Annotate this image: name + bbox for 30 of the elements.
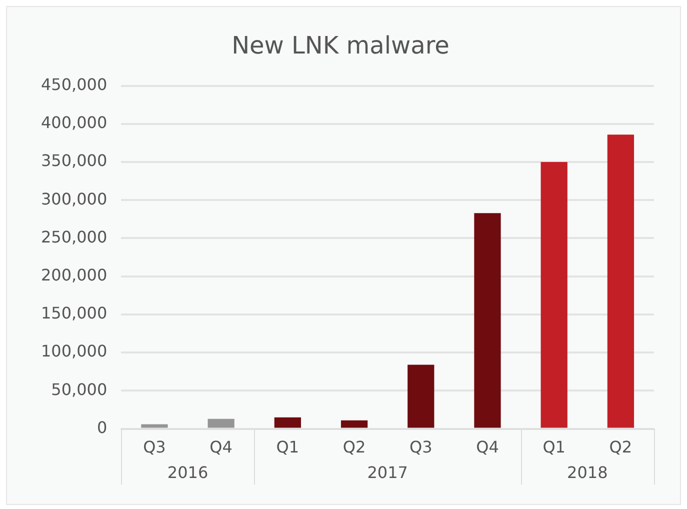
bar bbox=[340, 420, 368, 428]
bar bbox=[141, 424, 168, 428]
y-tick-label: 250,000 bbox=[40, 227, 108, 246]
bar bbox=[208, 418, 234, 428]
x-tick-label: Q4 bbox=[476, 438, 499, 457]
y-tick-label: 100,000 bbox=[40, 342, 108, 361]
x-tick-label: Q1 bbox=[276, 438, 300, 457]
text: 2016 bbox=[167, 462, 208, 482]
bar bbox=[474, 213, 501, 428]
chart-title: New LNK malware bbox=[232, 32, 450, 60]
y-tick-label: 0 bbox=[96, 418, 108, 437]
bar bbox=[607, 134, 634, 428]
y-tick-label: 450,000 bbox=[40, 74, 108, 94]
y-tick-label: 50,000 bbox=[51, 380, 108, 399]
y-tick-label: 200,000 bbox=[40, 266, 108, 285]
x-tick-label: Q2 bbox=[609, 438, 632, 457]
x-tick-label: Q2 bbox=[342, 438, 366, 457]
y-tick-label: 300,000 bbox=[40, 189, 108, 208]
x-tick-label: Q3 bbox=[409, 438, 432, 457]
text: 2017 bbox=[367, 462, 408, 482]
x-tick-label: Q4 bbox=[210, 438, 232, 457]
bar bbox=[408, 364, 434, 428]
x-tick-label: Q1 bbox=[542, 438, 566, 457]
y-tick-label: 150,000 bbox=[40, 304, 108, 323]
bar bbox=[274, 417, 301, 428]
text: 2018 bbox=[567, 462, 608, 482]
bar bbox=[540, 162, 568, 428]
y-tick-label: 350,000 bbox=[40, 151, 108, 170]
x-tick-label: Q3 bbox=[143, 438, 166, 457]
y-tick-label: 400,000 bbox=[40, 113, 108, 132]
